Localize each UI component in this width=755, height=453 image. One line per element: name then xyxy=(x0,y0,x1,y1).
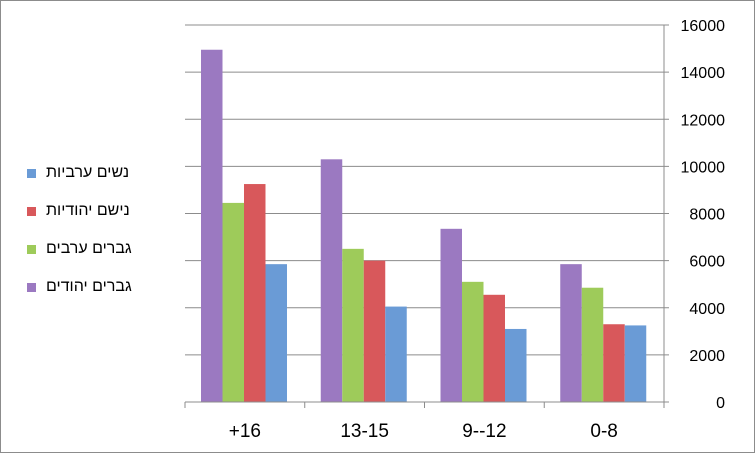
bar xyxy=(385,306,407,402)
bar xyxy=(440,228,462,402)
bar xyxy=(342,248,364,402)
y-tick-label: 10000 xyxy=(681,159,726,176)
axes xyxy=(184,24,669,408)
legend-label: גברים יהודים xyxy=(46,278,132,295)
legend-swatch xyxy=(27,244,36,254)
legend-swatch xyxy=(27,282,36,292)
bar xyxy=(560,264,582,402)
legend-item: נישם יהודיות xyxy=(27,199,187,223)
bar xyxy=(603,324,625,402)
category-label: 9--12 xyxy=(462,421,506,442)
legend-label: נישם יהודיות xyxy=(46,202,130,219)
legend-label: נשים ערביות xyxy=(46,164,130,181)
y-tick-label: 6000 xyxy=(689,254,725,271)
y-tick-label: 0 xyxy=(716,395,725,412)
legend-item: נשים ערביות xyxy=(27,161,187,185)
y-tick-label: 4000 xyxy=(689,301,725,318)
bar xyxy=(201,49,223,402)
category-label: 0-8 xyxy=(590,421,617,442)
category-label: 13-15 xyxy=(340,421,389,442)
legend-swatch xyxy=(27,206,36,216)
legend-swatch xyxy=(27,168,36,178)
bar xyxy=(265,264,287,402)
bar xyxy=(483,294,505,402)
bar xyxy=(244,184,266,402)
bar xyxy=(462,281,484,402)
category-label: +16 xyxy=(229,421,261,442)
bar xyxy=(363,260,386,402)
bar xyxy=(581,287,604,402)
bar xyxy=(505,328,527,402)
y-tick-label: 2000 xyxy=(689,348,725,365)
y-tick-label: 8000 xyxy=(689,207,725,224)
y-tick-label: 12000 xyxy=(681,112,726,129)
y-tick-label: 14000 xyxy=(681,65,726,82)
bar xyxy=(222,202,244,402)
legend-item: גברים ערבים xyxy=(27,237,187,261)
y-tick-labels: 0 2000 4000 6000 8000 10000 12000 14000 16000 xyxy=(681,18,726,412)
legend-item: גברים יהודים xyxy=(27,275,187,299)
bars xyxy=(201,49,647,402)
bar xyxy=(624,325,647,402)
y-tick-label: 16000 xyxy=(681,18,726,35)
legend-label: גברים ערבים xyxy=(46,240,132,257)
category-labels: +16 13-15 9--12 0-8 xyxy=(229,421,618,442)
bar xyxy=(320,159,343,402)
